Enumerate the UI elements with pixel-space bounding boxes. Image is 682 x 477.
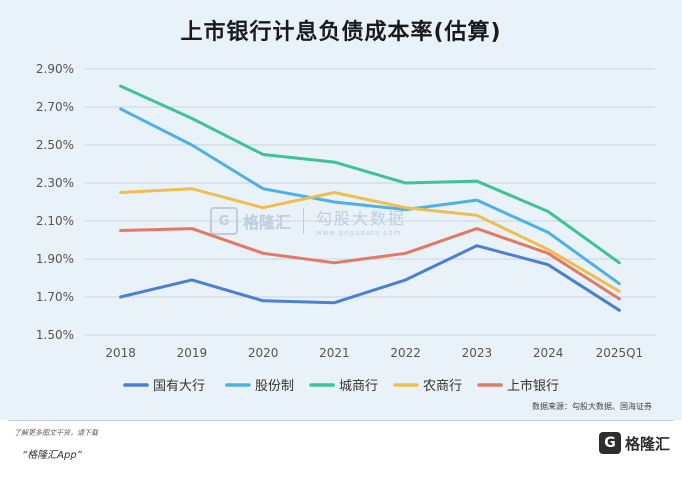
- x-tick-label: 2023: [462, 346, 493, 360]
- watermark: G 格隆汇 勾股大数据 www.gogudata.com: [210, 205, 406, 237]
- y-tick-label: 2.90%: [36, 62, 74, 76]
- legend-label: 国有大行: [153, 379, 205, 394]
- brand-name: 格隆汇: [624, 434, 670, 453]
- legend-label: 股份制: [255, 379, 294, 394]
- y-tick-label: 2.10%: [36, 214, 74, 228]
- y-tick-label: 2.30%: [36, 176, 74, 190]
- series-line: [119, 244, 621, 312]
- y-tick-label: 1.90%: [36, 252, 74, 266]
- brand-logo: G 格隆汇: [598, 432, 670, 454]
- footer-divider: [8, 420, 674, 421]
- line-chart: 1.50% 1.70% 1.90% 2.10% 2.30% 2.50% 2.70% 2.90%…: [36, 62, 655, 394]
- legend-label: 农商行: [423, 379, 462, 394]
- x-tick-label: 2022: [390, 346, 421, 360]
- x-tick-label: 2024: [533, 346, 564, 360]
- watermark-url: www.gogudata.com: [316, 229, 402, 237]
- footer-app-name: “格隆汇App”: [22, 450, 82, 461]
- series-line: [119, 227, 621, 301]
- watermark-cn: 勾股大数据: [316, 209, 407, 228]
- y-tick-label: 1.50%: [36, 328, 74, 342]
- x-tick-label: 2020: [248, 346, 279, 360]
- x-tick-label: 2019: [177, 346, 208, 360]
- legend-label: 上市银行: [507, 378, 559, 394]
- legend-label: 城商行: [339, 379, 378, 394]
- x-tick-label: 2018: [105, 346, 136, 360]
- chart-title: 上市银行计息负债成本率(估算): [180, 20, 502, 45]
- y-tick-label: 1.70%: [36, 290, 74, 304]
- series-line: [119, 84, 621, 265]
- y-tick-label: 2.70%: [36, 100, 74, 114]
- series-line: [119, 187, 621, 293]
- brand-logo-icon: G: [598, 432, 621, 454]
- series-line: [119, 107, 621, 286]
- x-tick-label: 2021: [319, 346, 350, 360]
- data-source: 数据来源：勾股大数据、国海证券: [532, 402, 652, 411]
- chart-card: [0, 0, 682, 420]
- footer-promo: 了解更多图文干货，请下载 “格隆汇App”: [14, 428, 98, 461]
- footer-tip: 了解更多图文干货，请下载: [14, 429, 98, 437]
- x-tick-label: 2025Q1: [596, 346, 644, 360]
- y-tick-label: 2.50%: [36, 138, 74, 152]
- watermark-name: 格隆汇: [243, 213, 292, 232]
